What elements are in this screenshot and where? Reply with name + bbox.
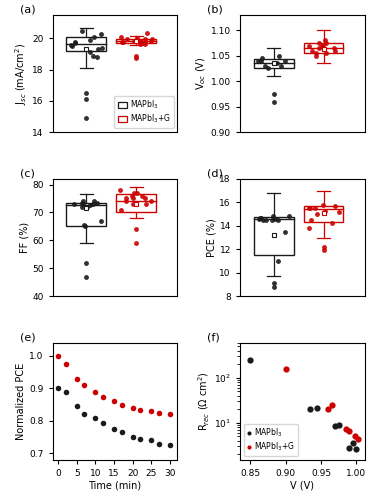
X-axis label: Time (min): Time (min)	[88, 481, 142, 491]
Text: (b): (b)	[208, 4, 223, 15]
Bar	[303, 43, 344, 53]
Bar	[116, 194, 156, 212]
Legend: MAPbI$_3$, MAPbI$_3$+G: MAPbI$_3$, MAPbI$_3$+G	[115, 96, 174, 128]
Y-axis label: V$_{oc}$ (V): V$_{oc}$ (V)	[194, 57, 208, 90]
X-axis label: V (V): V (V)	[290, 481, 314, 491]
Legend: MAPbI$_3$, MAPbI$_3$+G: MAPbI$_3$, MAPbI$_3$+G	[244, 424, 297, 456]
Bar	[254, 217, 294, 255]
Bar	[254, 59, 294, 69]
Y-axis label: PCE (%): PCE (%)	[206, 218, 217, 257]
Y-axis label: R$_{rec}$ (Ω cm$^2$): R$_{rec}$ (Ω cm$^2$)	[197, 372, 212, 432]
Text: (c): (c)	[20, 168, 35, 178]
Bar	[303, 206, 344, 222]
Text: (a): (a)	[20, 4, 36, 15]
Y-axis label: Normalized PCE: Normalized PCE	[17, 363, 26, 440]
Bar	[67, 37, 106, 51]
Text: (e): (e)	[20, 332, 36, 342]
Y-axis label: FF (%): FF (%)	[19, 222, 29, 253]
Bar	[116, 38, 156, 43]
Text: (d): (d)	[208, 168, 223, 178]
Bar	[67, 202, 106, 226]
Text: (f): (f)	[208, 332, 220, 342]
Y-axis label: J$_{sc}$ (mA/cm$^2$): J$_{sc}$ (mA/cm$^2$)	[14, 42, 29, 104]
